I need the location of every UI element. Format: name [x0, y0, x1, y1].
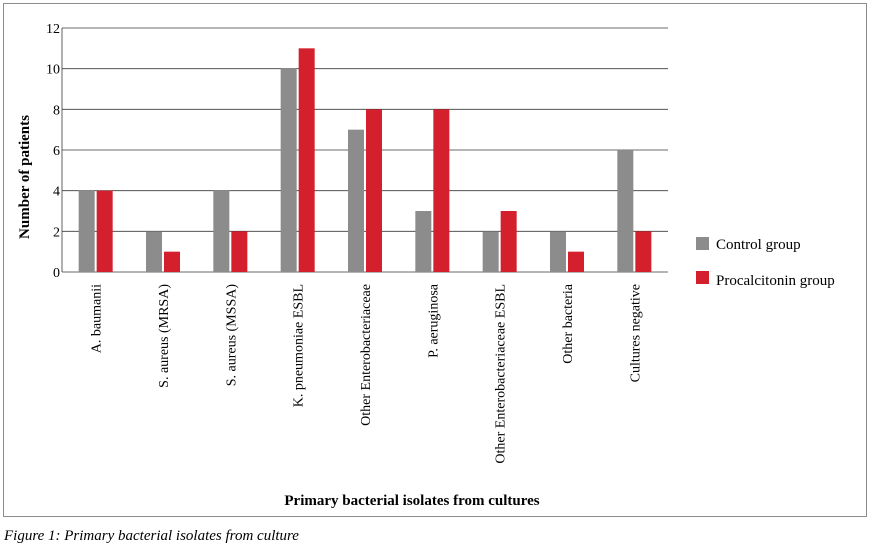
x-tick-label: Other bacteria	[561, 283, 576, 363]
legend-label-procalcitonin-group: Procalcitonin group	[716, 273, 835, 289]
legend: Control group Procalcitonin group	[696, 237, 835, 289]
x-axis-title: Primary bacterial isolates from cultures	[284, 493, 539, 509]
y-tick-label: 4	[53, 185, 60, 200]
figure-caption: Figure 1: Primary bacterial isolates fro…	[4, 528, 299, 544]
bar-procalcitonin-2	[231, 231, 248, 272]
x-tick-label: Cultures negative	[628, 284, 643, 382]
y-tick-label: 6	[53, 144, 60, 159]
y-tick-label: 12	[46, 22, 60, 37]
x-tick-label: Other Enterobacteriaceae ESBL	[494, 284, 509, 464]
bar-control-6	[482, 231, 499, 272]
bar-control-1	[146, 231, 162, 272]
x-tick-labels: A. baumanii S. aureus (MRSA) S. aureus (MS…	[90, 283, 644, 463]
chart-frame	[3, 3, 867, 517]
bar-procalcitonin-6	[500, 211, 517, 272]
bar-control-7	[550, 231, 566, 272]
x-tick-label: Other Enterobacteriaceae	[359, 284, 374, 426]
legend-label-control-group: Control group	[716, 237, 801, 253]
bar-procalcitonin-5	[433, 109, 450, 272]
bar-control-8	[617, 150, 634, 272]
bar-procalcitonin-8	[635, 231, 652, 272]
bar-procalcitonin-4	[366, 109, 382, 272]
gridlines	[61, 27, 668, 273]
bar-control-4	[348, 129, 364, 272]
x-tick-label: K. pneumoniae ESBL	[292, 284, 307, 407]
bar-control-2	[213, 190, 230, 272]
y-axis-title: Number of patients	[17, 115, 33, 239]
y-tick-label: 0	[53, 266, 60, 281]
y-tick-label: 10	[46, 63, 60, 78]
bar-procalcitonin-3	[298, 48, 315, 273]
bar-chart: 0 2 4 6 8 10 12 A. baumanii S. aureus (MRSA) S. …	[17, 22, 835, 509]
x-tick-label: A. baumanii	[90, 284, 105, 353]
bars	[78, 48, 652, 273]
bar-control-3	[280, 68, 297, 273]
bar-control-0	[78, 190, 95, 272]
legend-swatch-procalcitonin-group	[696, 271, 709, 284]
bar-procalcitonin-1	[164, 251, 180, 272]
x-tick-label: S. aureus (MSSA)	[224, 284, 239, 387]
x-tick-label: S. aureus (MRSA)	[157, 284, 172, 388]
y-tick-labels: 0 2 4 6 8 10 12	[46, 22, 60, 281]
legend-swatch-control-group	[696, 237, 709, 250]
bar-procalcitonin-7	[568, 251, 584, 272]
y-tick-label: 8	[53, 103, 60, 118]
bar-control-5	[415, 211, 432, 272]
x-tick-label: P. aeruginosa	[426, 283, 441, 358]
bar-procalcitonin-0	[96, 190, 113, 272]
y-tick-label: 2	[53, 225, 60, 240]
